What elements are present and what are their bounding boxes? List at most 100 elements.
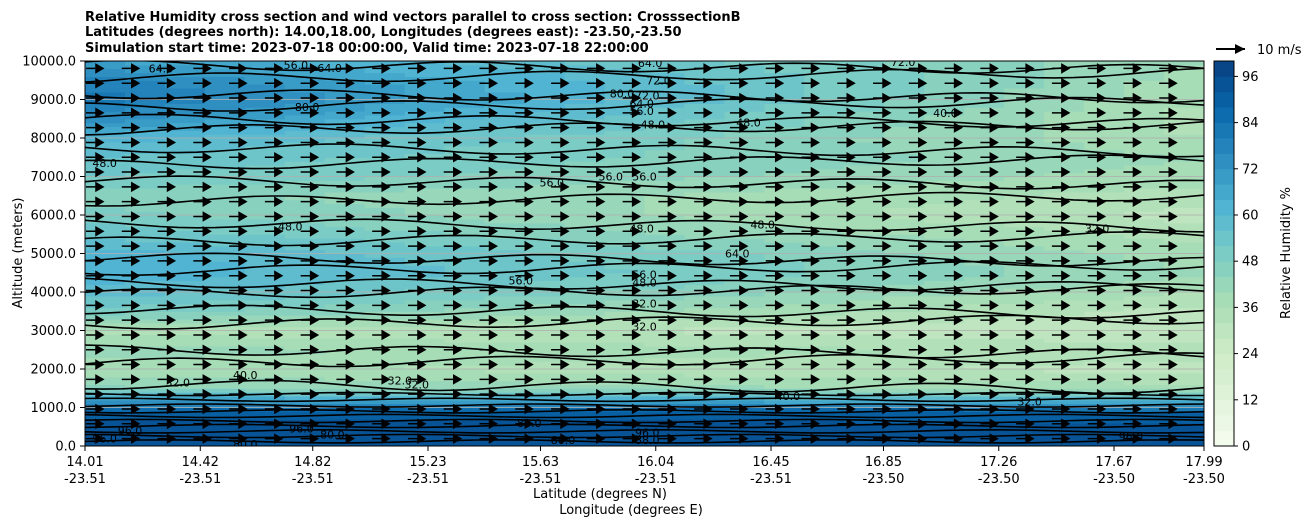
colorbar-segment [1214,384,1234,401]
wind-vector [694,314,713,326]
wind-vector [658,107,677,119]
wind-vector [1051,403,1071,415]
x-tick-label-lat: 15.63 [522,455,559,470]
colorbar-tick-label: 36 [1242,301,1259,316]
wind-vector [336,166,355,178]
wind-vector [1087,166,1107,178]
wind-vector [157,329,177,341]
wind-vector [443,433,463,444]
wind-vector [694,300,713,311]
wind-vector [1123,240,1142,252]
wind-vector [515,374,534,385]
wind-vector [443,211,463,222]
wind-vector [407,300,427,311]
wind-vector [264,433,284,444]
wind-vector [1016,329,1035,341]
wind-vector [694,63,713,74]
wind-vector [873,107,892,119]
wind-vector [1123,433,1142,444]
wind-vector [515,255,534,267]
wind-vector [586,77,606,89]
wind-vector [407,433,427,444]
x-tick-label-lon: -23.51 [292,472,334,487]
wind-vector [980,314,999,326]
wind-vector [1123,196,1142,207]
wind-vector [944,151,964,163]
wind-vector [193,374,212,385]
contour-label: 32.0 [405,378,430,391]
wind-vector [980,403,999,415]
wind-vector [264,181,284,193]
wind-vector [551,181,570,193]
wind-vector [1051,63,1071,74]
y-tick-label: 8000.0 [31,132,77,147]
wind-vector [264,344,284,356]
wind-vector [157,166,177,178]
wind-vector [86,92,105,104]
wind-vector [873,77,892,89]
wind-vector [658,137,677,148]
wind-vector [264,196,284,207]
wind-vector [765,388,785,400]
wind-vector [658,285,677,296]
wind-vector [336,225,355,237]
wind-vector [694,329,713,341]
wind-vector [1051,270,1071,282]
contour-label: 32.0 [632,321,657,334]
wind-vector [479,359,499,370]
wind-vector [336,122,355,133]
wind-vector [407,270,427,282]
wind-vector [229,374,248,385]
wind-vector [264,285,284,296]
wind-vector [193,211,212,222]
wind-vector [479,240,499,252]
wind-vector [694,344,713,356]
wind-vector [622,196,642,207]
wind-vector [586,225,606,237]
wind-vector [372,285,391,296]
wind-vector [372,196,391,207]
wind-vector [1123,151,1142,163]
wind-vector [1087,107,1107,119]
wind-vector [372,270,391,282]
wind-vector [443,122,463,133]
wind-vector [980,418,999,430]
wind-vector [193,314,212,326]
wind-vector [944,285,964,296]
wind-vector [729,225,749,237]
wind-vector [1159,329,1178,341]
wind-vector [658,225,677,237]
wind-vector [479,63,499,74]
wind-vector [944,388,964,400]
wind-vector [157,137,177,148]
wind-vector [336,77,355,89]
contour-label: 80.0 [233,438,258,451]
contour-label: 72.0 [635,90,660,103]
wind-vector [515,181,534,193]
wind-vector [1051,240,1071,252]
wind-vector [264,151,284,163]
wind-vector [944,314,964,326]
wind-vector [586,388,606,400]
wind-vector [479,151,499,163]
wind-vector [407,314,427,326]
wind-vector [479,92,499,104]
wind-vector [944,166,964,178]
colorbar-segment [1214,245,1234,262]
wind-vector [157,255,177,267]
wind-vector [944,344,964,356]
wind-vector [873,403,892,415]
contour-label: 64.0 [149,63,174,76]
wind-vector [1051,418,1071,430]
wind-vector [86,240,105,252]
wind-vector [1016,107,1035,119]
wind-vector [551,403,570,415]
wind-vector [980,433,999,444]
wind-vector [908,211,928,222]
wind-vector [837,255,856,267]
wind-vector [336,344,355,356]
wind-vector [837,388,856,400]
wind-vector [980,240,999,252]
wind-vector [801,196,820,207]
wind-vector [264,107,284,119]
